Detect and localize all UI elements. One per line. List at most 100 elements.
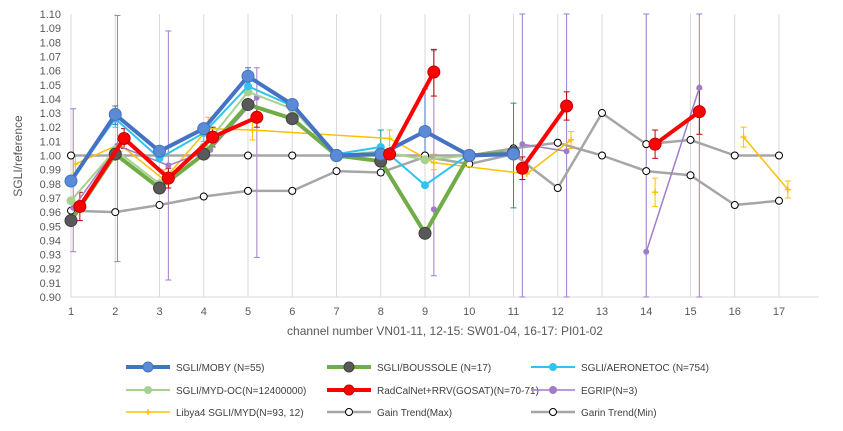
x-tick-label: 1 bbox=[68, 306, 74, 318]
data-point bbox=[598, 151, 606, 160]
data-point bbox=[568, 136, 575, 143]
x-tick-label: 11 bbox=[508, 306, 519, 318]
data-point bbox=[288, 186, 297, 195]
data-point bbox=[73, 199, 87, 213]
data-point bbox=[197, 122, 211, 136]
data-point bbox=[643, 248, 650, 255]
data-point bbox=[161, 171, 175, 185]
data-point bbox=[241, 69, 255, 83]
legend-label: Garin Trend(Min) bbox=[581, 408, 657, 419]
legend-label: Gain Trend(Max) bbox=[377, 408, 452, 419]
x-tick-label: 3 bbox=[156, 306, 162, 318]
data-point bbox=[430, 159, 437, 166]
data-point bbox=[421, 181, 429, 190]
data-point bbox=[244, 151, 252, 160]
legend-label: EGRIP(N=3) bbox=[581, 386, 637, 397]
data-point bbox=[519, 141, 526, 148]
y-axis-title: SGLI/reference bbox=[11, 115, 25, 197]
y-tick-label: 1.05 bbox=[40, 80, 61, 92]
x-tick-label: 9 bbox=[422, 306, 428, 318]
data-point bbox=[332, 167, 341, 176]
data-point bbox=[288, 151, 297, 160]
data-point bbox=[642, 167, 651, 176]
data-point bbox=[197, 147, 211, 161]
data-point bbox=[730, 151, 739, 160]
legend-entry: SGLI/BOUSSOLE (N=17) bbox=[327, 361, 491, 374]
x-tick-label: 2 bbox=[112, 306, 118, 318]
x-tick-label: 13 bbox=[596, 306, 608, 318]
y-tick-label: 1.08 bbox=[40, 37, 61, 49]
legend: SGLI/MOBY (N=55) SGLI/BOUSSOLE (N=17) SGLI… bbox=[126, 361, 709, 419]
legend-label: SGLI/BOUSSOLE (N=17) bbox=[377, 363, 491, 374]
data-point bbox=[775, 151, 783, 160]
x-tick-label: 17 bbox=[773, 306, 785, 318]
data-point bbox=[72, 160, 79, 167]
y-tick-label: 1.03 bbox=[40, 108, 61, 120]
y-tick-label: 0.93 bbox=[40, 250, 61, 262]
data-point bbox=[686, 135, 695, 144]
legend-label: RadCalNet+RRV(GOSAT)(N=70-71) bbox=[377, 386, 539, 397]
y-tick-label: 1.01 bbox=[40, 136, 61, 148]
data-point bbox=[686, 171, 695, 180]
data-point bbox=[64, 174, 78, 188]
data-point bbox=[383, 147, 397, 161]
y-tick-label: 0.90 bbox=[40, 292, 61, 304]
y-tick-label: 1.02 bbox=[40, 122, 61, 134]
data-point bbox=[108, 107, 122, 121]
data-point bbox=[563, 148, 570, 155]
data-point bbox=[652, 189, 659, 196]
y-axis-ticks: 0.90 0.91 0.92 0.93 0.94 0.95 0.96 0.97 0.98 0.99… bbox=[40, 9, 61, 304]
series bbox=[73, 65, 706, 213]
legend-entry: RadCalNet+RRV(GOSAT)(N=70-71) bbox=[327, 384, 539, 397]
data-point bbox=[250, 110, 264, 124]
data-point bbox=[549, 408, 557, 416]
y-tick-label: 1.00 bbox=[40, 151, 61, 163]
legend-entry: Garin Trend(Min) bbox=[531, 408, 657, 419]
data-point bbox=[696, 84, 703, 91]
legend-entry: SGLI/MYD-OC(N=12400000) bbox=[126, 386, 306, 397]
x-axis-ticks: 1 2 3 4 5 6 7 8 9 10 11 12 13 14 15 16 17 bbox=[68, 306, 785, 318]
data-point bbox=[462, 149, 476, 162]
data-point bbox=[111, 208, 120, 217]
y-tick-label: 0.91 bbox=[40, 278, 61, 290]
data-point bbox=[345, 408, 353, 416]
legend-label: SGLI/MYD-OC(N=12400000) bbox=[176, 386, 306, 397]
data-point bbox=[244, 82, 252, 91]
data-point bbox=[515, 161, 529, 175]
x-tick-label: 16 bbox=[729, 306, 741, 318]
data-point bbox=[285, 112, 299, 126]
legend-label: SGLI/AERONETOC (N=754) bbox=[581, 363, 709, 374]
series-group bbox=[64, 65, 791, 255]
legend-entry: SGLI/AERONETOC (N=754) bbox=[531, 363, 709, 374]
data-point bbox=[553, 184, 562, 193]
data-point bbox=[730, 201, 739, 210]
data-point bbox=[343, 384, 355, 396]
legend-entry: EGRIP(N=3) bbox=[531, 386, 637, 397]
legend-entry: SGLI/MOBY (N=55) bbox=[126, 361, 264, 374]
data-point bbox=[598, 109, 606, 118]
data-point bbox=[285, 98, 299, 112]
y-tick-label: 1.09 bbox=[40, 23, 61, 35]
data-point bbox=[343, 361, 355, 373]
data-point bbox=[784, 186, 791, 193]
data-point bbox=[144, 386, 152, 394]
data-point bbox=[549, 363, 557, 371]
y-tick-label: 0.97 bbox=[40, 193, 61, 205]
data-point bbox=[418, 226, 432, 240]
data-point bbox=[142, 361, 154, 373]
y-tick-label: 0.96 bbox=[40, 207, 61, 219]
data-point bbox=[386, 135, 393, 142]
data-point bbox=[244, 186, 252, 195]
y-tick-label: 0.94 bbox=[40, 235, 61, 247]
x-tick-label: 12 bbox=[552, 306, 564, 318]
data-point bbox=[507, 147, 520, 161]
legend-entry: Libya4 SGLI/MYD(N=93, 12) bbox=[126, 408, 304, 419]
data-point bbox=[117, 132, 131, 146]
data-point bbox=[145, 409, 151, 415]
y-tick-label: 0.92 bbox=[40, 264, 61, 276]
data-point bbox=[549, 386, 557, 394]
data-point bbox=[740, 134, 747, 141]
data-point bbox=[330, 149, 343, 162]
